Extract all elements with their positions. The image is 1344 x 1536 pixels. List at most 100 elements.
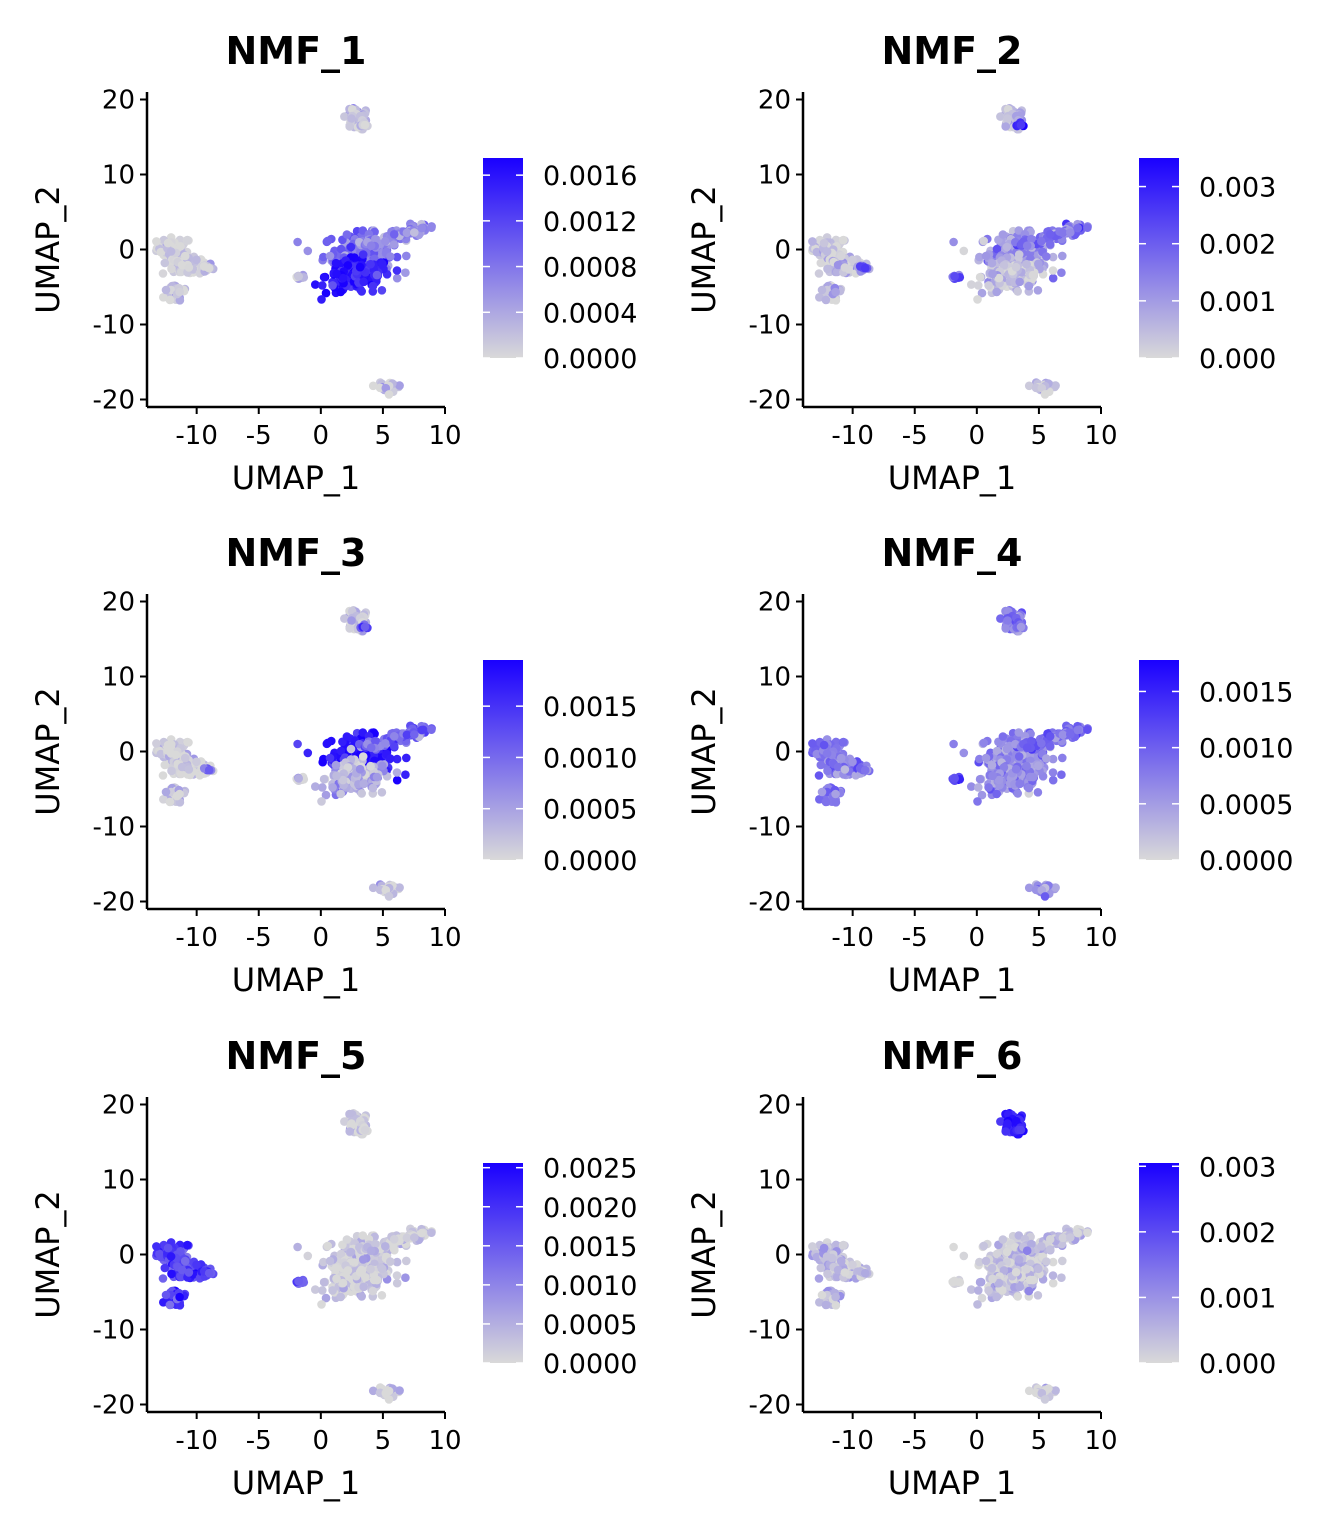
cell-point	[342, 230, 352, 239]
cell-point	[1034, 259, 1043, 269]
x-tick-label: -10	[831, 923, 873, 953]
cell-point	[317, 1300, 326, 1309]
cell-point	[1034, 761, 1043, 771]
cell-point	[311, 782, 320, 791]
colorbar: 0.000 0.001 0.002 0.003	[1139, 1152, 1276, 1380]
cell-point	[163, 238, 173, 248]
cell-point	[386, 252, 395, 261]
cell-point	[294, 272, 304, 281]
cell-point	[1024, 281, 1034, 291]
colorbar-label: 0.0012	[543, 207, 637, 238]
colorbar-gradient	[483, 158, 523, 358]
cell-point	[833, 762, 843, 772]
cell-point	[1057, 770, 1066, 779]
cell-point	[303, 748, 313, 758]
cell-point	[378, 259, 387, 269]
panel-5: NMF_5 -10 -5 0 5 10 -20 -10 0 10 20 UMAP_1 UMAP_2 0.0…	[29, 1034, 637, 1502]
cell-point	[1058, 1256, 1067, 1266]
cell-point	[427, 725, 436, 734]
x-axis-title: UMAP_1	[232, 459, 361, 497]
cell-point	[395, 883, 404, 892]
cell-point	[1048, 768, 1058, 777]
cell-point	[822, 749, 832, 758]
cell-point	[392, 252, 402, 262]
cell-point	[1024, 783, 1034, 793]
cell-point	[808, 1242, 817, 1251]
cell-point	[860, 263, 870, 273]
y-tick-label: 20	[758, 86, 791, 116]
cell-point	[386, 1257, 395, 1266]
cell-point	[357, 287, 367, 296]
cell-point	[848, 255, 857, 265]
cell-point	[346, 744, 356, 754]
cell-point	[161, 787, 171, 797]
cell-point	[987, 1263, 997, 1273]
cell-point	[192, 1260, 201, 1270]
x-tick-label: 0	[969, 1426, 986, 1456]
panel-title: NMF_5	[225, 1034, 366, 1078]
cell-point	[833, 260, 843, 270]
cell-point	[165, 1300, 175, 1310]
y-axis-title: UMAP_2	[685, 687, 723, 816]
x-tick-label: -5	[902, 1426, 928, 1456]
cell-point	[318, 1286, 327, 1295]
cell-point	[355, 262, 365, 272]
cell-point	[822, 247, 832, 256]
cell-point	[319, 1277, 329, 1287]
cell-point	[1034, 1264, 1043, 1274]
cell-point	[357, 1292, 367, 1301]
cell-point	[328, 1286, 337, 1295]
x-tick-label: 0	[313, 923, 330, 953]
cell-point	[175, 287, 184, 297]
cell-point	[994, 775, 1004, 785]
colorbar-gradient	[1139, 1163, 1179, 1363]
cell-point	[360, 1125, 370, 1135]
colorbar-gradient	[483, 660, 523, 860]
cell-point	[814, 1274, 824, 1283]
cell-point	[1013, 789, 1022, 798]
colorbar-gradient	[483, 1163, 523, 1363]
cell-point	[821, 797, 831, 807]
cell-point	[816, 760, 826, 770]
x-axis-title: UMAP_1	[232, 961, 361, 999]
cell-point	[355, 764, 365, 774]
y-axis-title: UMAP_2	[29, 687, 67, 816]
cell-point	[166, 1252, 176, 1261]
cell-point	[366, 259, 375, 269]
colorbar: 0.0000 0.0005 0.0010 0.0015 0.0020 0.0025	[483, 1154, 637, 1380]
cell-point	[808, 237, 817, 246]
y-axis-title: UMAP_2	[685, 185, 723, 314]
cell-point	[949, 739, 958, 749]
cell-point	[342, 1235, 352, 1244]
colorbar-label: 0.0015	[543, 1232, 637, 1263]
cell-point	[814, 269, 824, 278]
colorbar-label: 0.000	[1199, 1349, 1276, 1380]
y-tick-label: 20	[102, 86, 135, 116]
cell-point	[974, 783, 983, 792]
cell-point	[167, 766, 176, 776]
cell-point	[822, 1252, 832, 1261]
cell-point	[427, 223, 436, 232]
x-tick-label: -10	[831, 421, 873, 451]
cell-point	[392, 273, 402, 283]
cell-point	[975, 754, 984, 764]
cell-point	[988, 269, 997, 279]
x-tick-label: 10	[1084, 421, 1117, 451]
colorbar: 0.0000 0.0004 0.0008 0.0012 0.0016	[483, 158, 637, 375]
cell-point	[949, 237, 958, 247]
cell-point	[332, 771, 341, 781]
cell-point	[331, 1263, 341, 1273]
y-tick-label: 0	[118, 236, 135, 266]
cell-point	[167, 264, 176, 274]
y-tick-label: -20	[749, 386, 791, 416]
cell-point	[848, 757, 857, 767]
cell-point	[1037, 237, 1046, 246]
cell-point	[992, 1292, 1001, 1302]
panel-title: NMF_1	[225, 29, 366, 73]
cell-point	[158, 1274, 168, 1283]
colorbar-label: 0.0000	[543, 1349, 637, 1380]
cell-point	[1051, 381, 1060, 390]
cell-point	[1037, 739, 1046, 748]
cell-point	[159, 293, 168, 302]
cell-point	[158, 269, 168, 278]
